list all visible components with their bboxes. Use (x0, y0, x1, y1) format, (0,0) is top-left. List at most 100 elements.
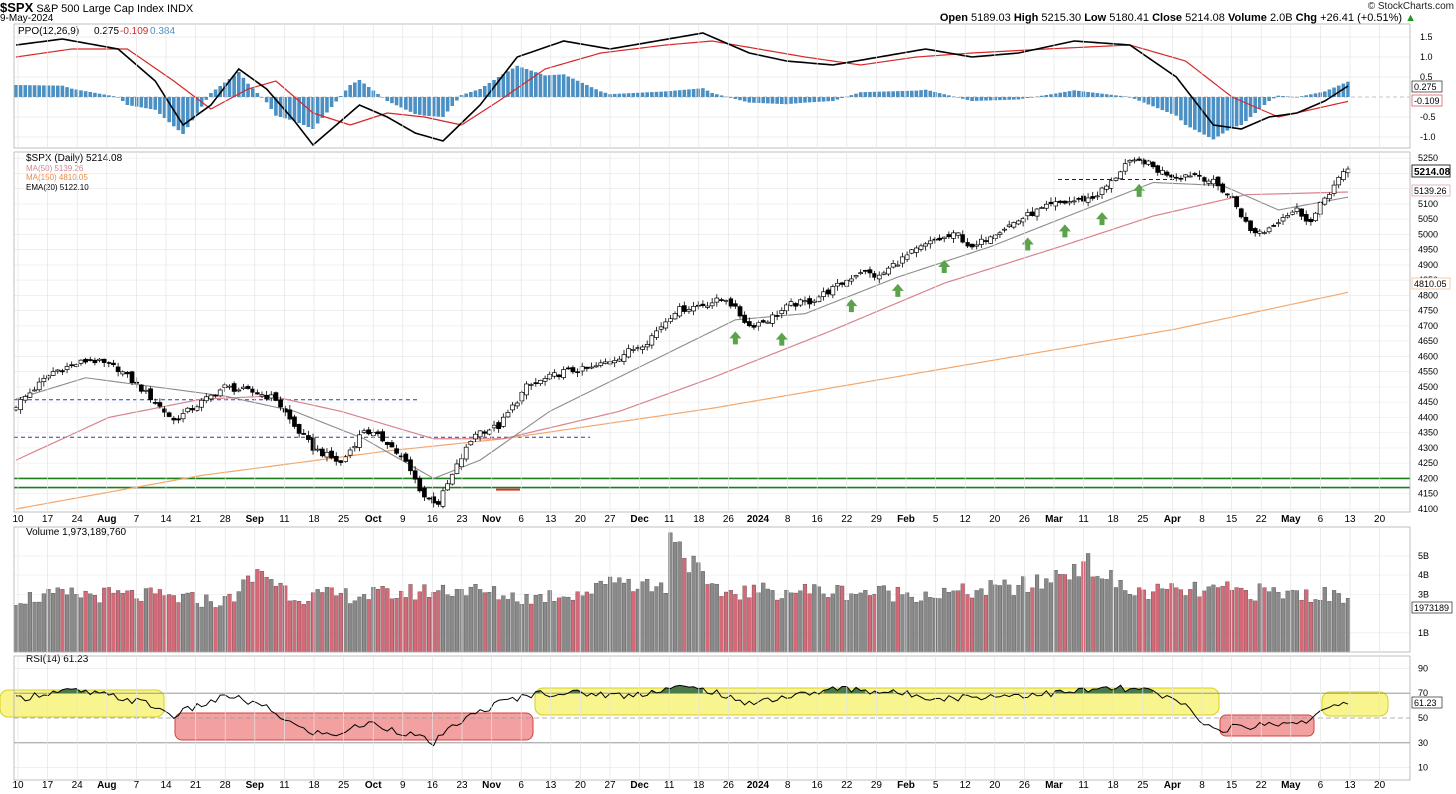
candle-body (138, 384, 144, 392)
candle-body (97, 358, 102, 361)
volume-bar (807, 593, 812, 653)
candle-body (431, 496, 437, 504)
ppo-histogram-bar (1281, 96, 1285, 97)
ppo-tick-label: 1.5 (1420, 32, 1433, 42)
candle-body (737, 306, 743, 317)
ppo-histogram-bar (1123, 96, 1128, 98)
volume-bar (1072, 564, 1077, 653)
volume-bar (1174, 587, 1179, 653)
candle-body (384, 442, 390, 445)
candle-body (287, 409, 293, 420)
ppo-histogram-bar (139, 97, 144, 108)
price-tick-label: 4900 (1418, 260, 1438, 270)
ppo-histogram-bar (710, 93, 714, 97)
candle-body (1113, 177, 1119, 181)
ppo-histogram-bar (960, 97, 965, 99)
x-tick-label: 11 (1078, 514, 1089, 525)
candle-body (375, 431, 381, 435)
panel-frame (13, 23, 1411, 149)
ppo-histogram-bar (1220, 97, 1225, 134)
x-tick-label: 26 (1019, 780, 1031, 791)
volume-bar (106, 587, 111, 653)
volume-bar (538, 594, 543, 653)
x-tick-label: Oct (365, 780, 382, 791)
volume-bar (440, 584, 446, 653)
ppo-histogram-bar (148, 97, 153, 109)
x-tick-label: 20 (575, 780, 587, 791)
candle-body (435, 501, 441, 505)
ppo-histogram-bar (413, 97, 417, 114)
candle-body (1141, 159, 1147, 165)
volume-bar (320, 592, 325, 653)
volume-bar (1322, 587, 1327, 653)
ppo-histogram-bar (144, 97, 148, 109)
volume-bar (951, 590, 956, 653)
x-tick-label: 7 (134, 514, 140, 525)
ppo-histogram-bar (617, 93, 622, 97)
volume-bar (719, 596, 724, 653)
ppo-histogram-bar (1169, 97, 1174, 114)
ppo-histogram-bar (60, 85, 65, 97)
volume-bar (199, 606, 204, 653)
rsi-highlight-zone (1321, 691, 1389, 717)
x-tick-label: 18 (308, 780, 320, 791)
x-tick-label: 8 (785, 514, 791, 525)
volume-bar (566, 596, 571, 653)
volume-bar (348, 603, 353, 653)
ppo-histogram-bar (55, 85, 60, 97)
ppo-histogram-bar (18, 85, 23, 97)
ppo-histogram-bar (872, 91, 877, 97)
volume-bar (529, 603, 534, 653)
volume-value: 2.0B (1269, 12, 1293, 24)
candle-body (361, 430, 367, 433)
volume-bar (1007, 584, 1012, 653)
volume-bar (621, 582, 627, 653)
volume-bar (102, 587, 107, 653)
candle-body (1169, 174, 1174, 178)
volume-bar (167, 594, 172, 653)
price-tick-label: 4200 (1418, 473, 1438, 483)
candle-body (440, 490, 446, 507)
volume-bar (1211, 584, 1216, 653)
candle-body (1280, 217, 1286, 222)
candle-body (1136, 158, 1142, 161)
volume-bar (1076, 576, 1081, 653)
volume-bar (92, 594, 97, 653)
ppo-histogram-bar (1211, 97, 1216, 140)
volume-bar (946, 592, 951, 653)
ppo-histogram-bar (482, 86, 487, 97)
close-value: 5214.08 (1185, 12, 1225, 24)
candle-body (807, 298, 812, 305)
volume-bar (352, 600, 357, 653)
ppo-histogram-bar (116, 97, 120, 98)
volume-bar (761, 582, 766, 653)
ppo-histogram-bar (691, 89, 696, 97)
candle-body (538, 379, 543, 385)
ppo-histogram-bar (459, 95, 464, 97)
ppo-histogram-bar (933, 91, 937, 97)
candle-body (1127, 159, 1133, 163)
ppo-histogram-bar (1063, 91, 1067, 97)
candle-body (960, 234, 966, 243)
ema20-legend: EMA(20) 5122.10 (26, 183, 89, 192)
candle-body (60, 370, 65, 373)
candle-body (449, 473, 455, 485)
volume-bar (334, 595, 339, 653)
volume-bar (858, 592, 863, 653)
ppo-histogram-bar (1104, 94, 1109, 97)
ppo-histogram-bar (69, 88, 74, 97)
candle-body (46, 375, 51, 379)
volume-tick-label: 1B (1418, 628, 1429, 638)
candle-body (1187, 175, 1193, 178)
volume-bar (46, 589, 51, 653)
x-tick-label: 12 (960, 514, 972, 525)
ppo-histogram-bar (32, 85, 37, 97)
ppo-histogram-bar (937, 93, 942, 97)
candle-body (556, 374, 562, 378)
candle-body (1192, 173, 1198, 175)
x-tick-label: 15 (1226, 514, 1238, 525)
ppo-histogram-bar (1160, 97, 1165, 111)
x-tick-label: Nov (482, 780, 501, 791)
candle-body (598, 362, 604, 366)
candle-body (250, 388, 256, 393)
